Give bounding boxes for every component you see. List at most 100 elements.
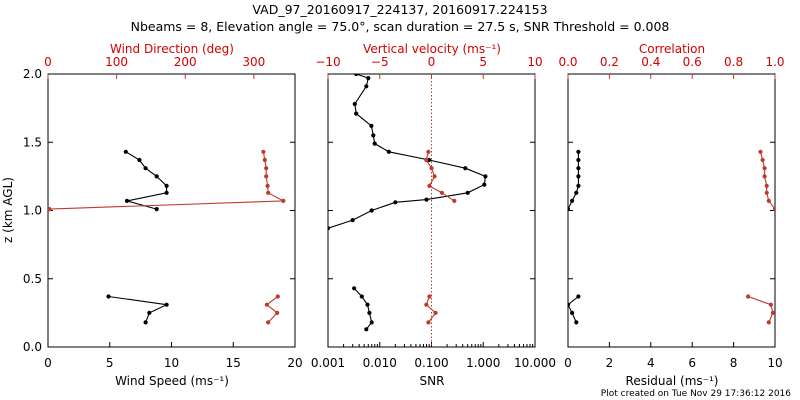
snr-xtick-label: 1.000 (466, 356, 500, 370)
snr-data-point (433, 310, 438, 315)
residual-data-point (574, 190, 579, 195)
snr-data-point (426, 149, 431, 154)
wind-data-point (261, 149, 266, 154)
snr-data-point (427, 294, 432, 299)
figure-title: VAD_97_20160917_224137, 20160917.224153 (252, 2, 547, 17)
snr-data-point (424, 302, 429, 307)
residual-xtick-label: 2 (606, 356, 614, 370)
residual-x2tick-label: 0.6 (683, 55, 702, 69)
residual-x2tick-label: 0.8 (724, 55, 743, 69)
snr-x2tick-label: −5 (371, 55, 389, 69)
snr-data-point (465, 190, 470, 195)
wind-direction-axis-label: Wind Direction (deg) (110, 42, 234, 56)
snr-data-point (463, 166, 468, 171)
snr-data-point (371, 133, 376, 138)
snr-data-point (452, 198, 457, 203)
wind-x2tick-label: 0 (44, 55, 52, 69)
residual-x2tick-label: 0.2 (600, 55, 619, 69)
snr-series-black (328, 74, 488, 332)
snr-x2tick-label: −10 (315, 55, 340, 69)
snr-data-point (352, 286, 357, 291)
residual-xtick-label: 10 (767, 356, 782, 370)
wind-data-point (275, 294, 280, 299)
wind-xtick-label: 10 (164, 356, 179, 370)
wind-data-point (266, 190, 271, 195)
snr-xtick-label: 0.001 (311, 356, 345, 370)
residual-data-point (576, 294, 581, 299)
height-tick-label: 0.0 (23, 340, 42, 354)
wind-series-red (48, 149, 286, 325)
residual-data-point (758, 149, 763, 154)
snr-data-point (372, 141, 377, 146)
wind-data-point (154, 207, 159, 212)
height-axis-label: z (km AGL) (1, 177, 15, 243)
snr-x2tick-label: 10 (527, 55, 542, 69)
snr-data-point (426, 320, 431, 325)
wind-xtick-label: 5 (106, 356, 114, 370)
wind-series-black (106, 149, 169, 325)
wind-data-point (164, 190, 169, 195)
snr-xtick-label: 0.010 (363, 356, 397, 370)
wind-data-point (266, 320, 271, 325)
snr-data-point (354, 74, 359, 77)
wind-data-point (264, 302, 269, 307)
panel-wind: Wind Direction (deg) Wind Speed (ms⁻¹) z… (1, 42, 303, 388)
residual-data-point (768, 302, 774, 307)
wind-xtick-label: 0 (44, 356, 52, 370)
plot-credit: Plot created on Tue Nov 29 17:36:12 2016 (601, 389, 791, 399)
residual-data-point (746, 294, 751, 299)
residual-series-red (746, 149, 775, 325)
wind-data-point (262, 157, 267, 163)
wind-data-point (147, 310, 152, 315)
wind-data-point (265, 183, 270, 188)
snr-series-red (424, 149, 457, 325)
snr-series-line (425, 296, 437, 323)
residual-data-point (574, 320, 579, 325)
residual-xtick-label: 0 (564, 356, 572, 370)
residual-data-point (576, 183, 581, 188)
snr-data-point (352, 101, 357, 107)
correlation-axis-label: Correlation (639, 42, 705, 56)
residual-series-line (568, 296, 579, 323)
snr-data-point (364, 84, 369, 89)
wind-data-point (106, 294, 111, 299)
snr-data-point (424, 197, 429, 202)
vertical-velocity-axis-label: Vertical velocity (ms⁻¹) (363, 42, 501, 56)
residual-x2tick-label: 1.0 (765, 55, 784, 69)
snr-data-point (359, 294, 364, 299)
residual-data-point (764, 183, 769, 188)
residual-axis-label: Residual (ms⁻¹) (626, 374, 719, 388)
height-tick-label: 0.5 (23, 272, 42, 286)
residual-data-point (570, 198, 575, 203)
wind-series-line (108, 295, 169, 323)
residual-data-point (576, 166, 581, 171)
residual-xtick-label: 4 (647, 356, 655, 370)
wind-data-point (275, 310, 280, 315)
height-tick-label: 2.0 (23, 67, 42, 81)
snr-data-point (386, 149, 391, 154)
height-tick-label: 1.5 (23, 135, 42, 149)
wind-data-point (124, 198, 130, 203)
snr-data-point (350, 218, 355, 223)
snr-data-point (424, 157, 429, 163)
snr-data-point (439, 190, 444, 195)
snr-data-point (365, 302, 370, 307)
snr-data-point (482, 182, 487, 187)
residual-series-black (568, 149, 581, 325)
snr-data-point (367, 310, 372, 315)
snr-data-point (369, 320, 374, 325)
wind-speed-axis-label: Wind Speed (ms⁻¹) (115, 374, 229, 388)
residual-data-point (760, 157, 765, 163)
panel-snr: Vertical velocity (ms⁻¹) SNR 0.001 0.010 0… (311, 42, 556, 388)
snr-xtick-label: 0.100 (414, 356, 448, 370)
residual-data-point (576, 149, 581, 154)
wind-xtick-label: 20 (287, 356, 302, 370)
residual-data-point (772, 207, 775, 212)
residual-data-point (766, 198, 771, 203)
residual-data-point (576, 174, 581, 179)
wind-data-point (164, 302, 169, 307)
residual-data-point (762, 174, 767, 179)
wind-data-point (143, 166, 148, 171)
wind-data-point (281, 198, 286, 203)
